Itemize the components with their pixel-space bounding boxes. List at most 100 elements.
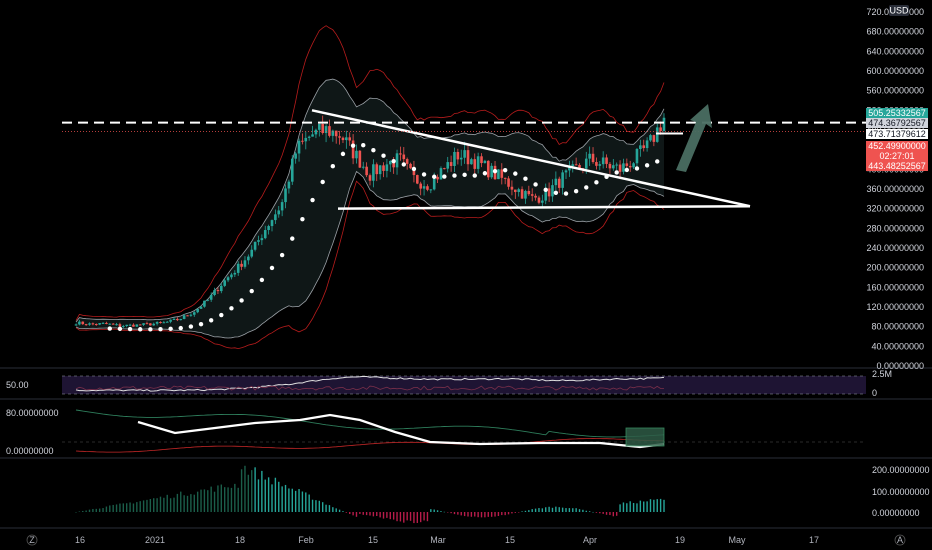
candle-body (287, 181, 291, 189)
histogram-bar (507, 512, 510, 515)
candle-body (182, 315, 186, 319)
upper-envelope-line (75, 25, 665, 321)
volume-tick-label: 0 (872, 388, 877, 398)
candle-body (105, 322, 108, 324)
candle-body (449, 162, 453, 166)
price-badge[interactable] (866, 161, 928, 171)
candle-body (632, 163, 635, 168)
histogram-bar (369, 512, 371, 516)
histogram-bar (463, 512, 466, 517)
histogram-bar (105, 506, 108, 512)
time-tick-label: 18 (235, 535, 245, 545)
band-fill (76, 79, 664, 338)
histogram-bar (359, 512, 361, 514)
candle-body (301, 140, 304, 142)
support-line[interactable] (337, 204, 751, 210)
candle-body (514, 189, 517, 193)
price-tick-label: 0.00000000 (876, 361, 924, 371)
candle-body (108, 323, 112, 325)
auto-scale-icon[interactable] (894, 534, 906, 546)
histogram-bar (382, 512, 385, 519)
price-badge[interactable] (866, 129, 928, 139)
histogram-bar (588, 511, 591, 512)
candle-body (122, 325, 125, 327)
oscillator-band-bg (62, 376, 866, 394)
histogram-bar (142, 500, 145, 512)
timezone-icon[interactable] (26, 534, 38, 546)
histogram-bar (548, 506, 550, 512)
candle-body (500, 169, 504, 178)
histogram-bar (612, 512, 615, 517)
candle-body (595, 162, 598, 166)
candle-body (456, 151, 460, 160)
candle-body (165, 321, 169, 323)
candle-body (622, 163, 625, 172)
histogram-bar (653, 499, 655, 512)
candle-body (382, 165, 385, 171)
indicator-green-line (75, 409, 665, 438)
candle-body (615, 164, 618, 166)
histogram-bar (352, 512, 354, 516)
histogram-bar (301, 491, 304, 512)
candle-body (179, 318, 183, 321)
sma-dot (523, 176, 528, 181)
candle-body (605, 157, 608, 164)
candle-body (375, 164, 379, 175)
histogram-bar (321, 502, 324, 512)
indicator-main-line (137, 413, 665, 449)
histogram-bar (298, 489, 300, 512)
histogram-bar (193, 494, 195, 512)
indicator-highlight-box[interactable] (625, 427, 665, 447)
histogram-bar (274, 477, 277, 512)
sma-dot (117, 326, 123, 332)
candle-body (419, 183, 422, 189)
histogram-bar (257, 479, 260, 512)
descending-trendline[interactable] (311, 109, 751, 208)
candle-body (155, 322, 159, 324)
sma-dot (594, 180, 599, 185)
sma-dot (350, 143, 356, 148)
sma-dot (198, 321, 204, 327)
candle-body (297, 140, 301, 154)
candle-body (527, 190, 531, 195)
histogram-bar (433, 509, 435, 512)
candle-body (639, 145, 642, 150)
histogram-bar (541, 508, 544, 512)
histogram-bar (605, 512, 608, 515)
histogram-bar (169, 498, 172, 512)
histogram-bar (122, 503, 125, 512)
histogram-bar (457, 512, 459, 515)
sma-dot (127, 326, 133, 332)
histogram-bar (342, 511, 344, 512)
histogram-bar (659, 498, 662, 512)
histogram-bar (173, 497, 175, 512)
histogram-bar (399, 512, 402, 522)
price-badge[interactable] (866, 108, 928, 118)
upward-arrow[interactable] (676, 104, 712, 172)
candle-body (561, 172, 564, 188)
sma-dot (584, 185, 589, 190)
sma-dot (482, 171, 488, 176)
histogram-bar (345, 512, 348, 513)
histogram-bar (484, 512, 486, 518)
histogram-bar (575, 508, 577, 512)
price-badge[interactable] (866, 151, 928, 161)
sma-dot (502, 167, 508, 173)
price-badge-label: 474.36792567 (868, 118, 926, 128)
indicator-tick-label: 0.00000000 (6, 446, 54, 456)
price-badge[interactable] (866, 118, 928, 128)
price-badge[interactable] (866, 141, 928, 151)
candle-body (331, 130, 335, 136)
histogram-bar (545, 507, 547, 512)
histogram-bar (595, 512, 598, 513)
currency-badge[interactable] (889, 5, 909, 16)
histogram-bar (663, 499, 665, 512)
sma-dot (208, 318, 214, 323)
candle-body (439, 168, 443, 180)
histogram-bar (649, 499, 652, 512)
histogram-bar (521, 511, 523, 512)
candle-body (544, 188, 548, 201)
histogram-bar (315, 500, 317, 512)
histogram-bar (430, 509, 432, 512)
